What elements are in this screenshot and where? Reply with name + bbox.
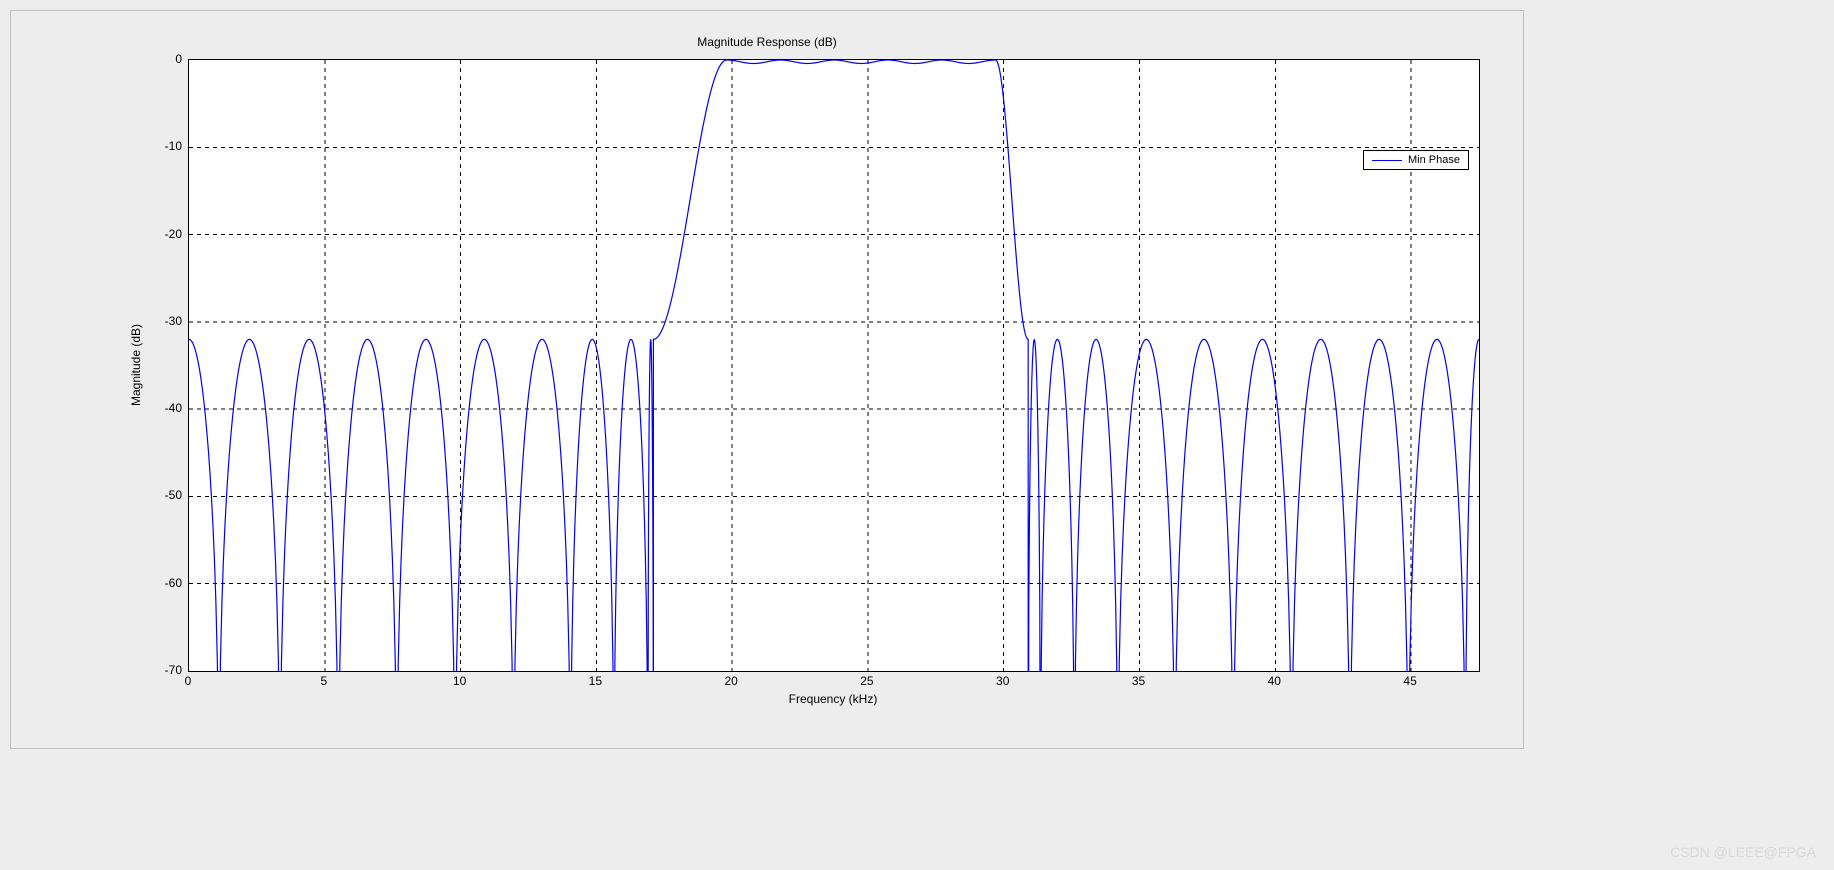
- plot-area: Min Phase: [188, 59, 1480, 672]
- grid-lines: [189, 60, 1479, 671]
- x-tick: 35: [1132, 674, 1145, 688]
- x-tick: 5: [320, 674, 327, 688]
- watermark: CSDN @LEEE@FPGA: [1670, 844, 1816, 860]
- plot-svg: [189, 60, 1479, 671]
- y-tick: 0: [152, 52, 182, 66]
- y-tick: -40: [152, 401, 182, 415]
- x-tick: 25: [860, 674, 873, 688]
- legend: Min Phase: [1363, 150, 1469, 170]
- x-tick: 40: [1268, 674, 1281, 688]
- x-tick: 0: [185, 674, 192, 688]
- y-axis-label: Magnitude (dB): [129, 323, 143, 405]
- magnitude-curve: [189, 60, 1479, 671]
- legend-swatch: [1372, 160, 1402, 161]
- x-axis-label: Frequency (kHz): [789, 692, 878, 706]
- chart-title: Magnitude Response (dB): [11, 35, 1523, 49]
- figure-panel: Magnitude Response (dB) Min Phase 0 5 10 15…: [10, 10, 1524, 749]
- y-tick: -30: [152, 314, 182, 328]
- legend-label: Min Phase: [1408, 154, 1460, 166]
- y-tick: -50: [152, 488, 182, 502]
- x-tick: 20: [724, 674, 737, 688]
- y-tick: -60: [152, 576, 182, 590]
- x-tick: 10: [453, 674, 466, 688]
- y-tick: -20: [152, 227, 182, 241]
- x-tick: 30: [996, 674, 1009, 688]
- x-tick: 45: [1403, 674, 1416, 688]
- x-tick: 15: [589, 674, 602, 688]
- y-tick: -70: [152, 663, 182, 677]
- y-tick: -10: [152, 139, 182, 153]
